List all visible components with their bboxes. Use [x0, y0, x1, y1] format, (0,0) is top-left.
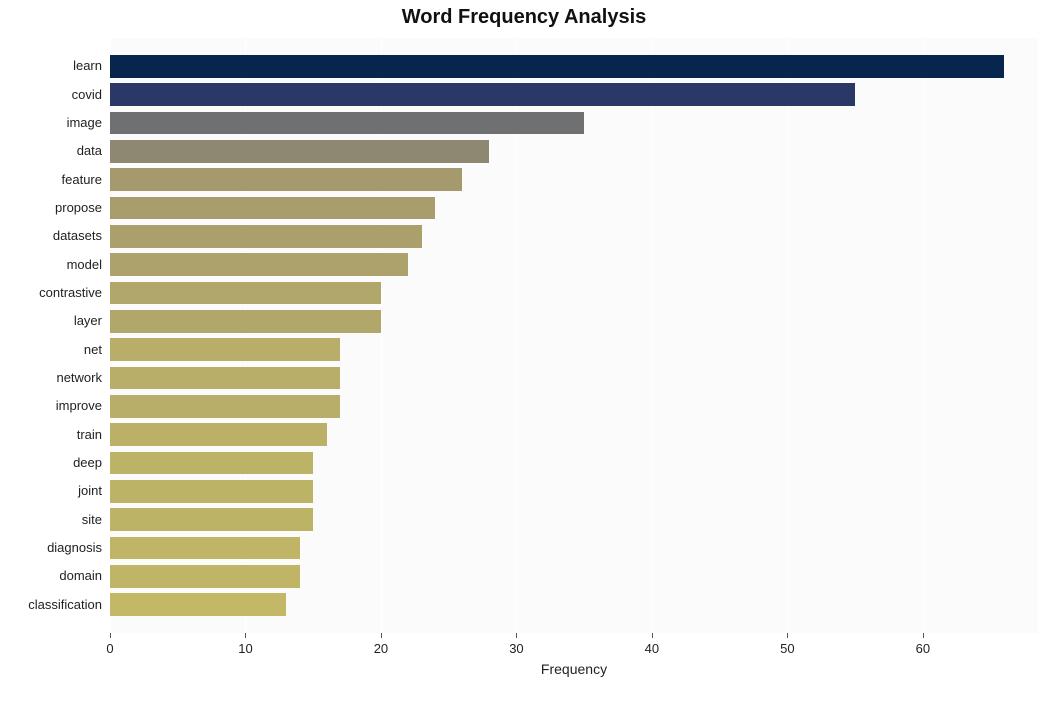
x-tick-mark — [110, 633, 111, 638]
x-tick-mark — [381, 633, 382, 638]
y-tick-label: site — [82, 512, 102, 527]
y-tick-label: datasets — [53, 228, 102, 243]
y-tick-label: domain — [59, 568, 102, 583]
y-tick-label: net — [84, 342, 102, 357]
grid-line — [923, 38, 924, 633]
y-tick-label: feature — [62, 172, 102, 187]
y-tick-label: improve — [56, 398, 102, 413]
bar — [110, 423, 327, 446]
y-tick-label: train — [77, 427, 102, 442]
y-tick-label: data — [77, 143, 102, 158]
x-tick-label: 10 — [238, 641, 252, 656]
y-tick-label: classification — [28, 597, 102, 612]
bar — [110, 565, 300, 588]
y-tick-label: image — [67, 115, 102, 130]
bar — [110, 197, 435, 220]
y-tick-label: network — [56, 370, 102, 385]
y-tick-label: covid — [72, 87, 102, 102]
plot-area — [110, 38, 1038, 633]
bar — [110, 140, 489, 163]
x-tick-mark — [787, 633, 788, 638]
x-axis-label: Frequency — [110, 661, 1038, 677]
bar — [110, 508, 313, 531]
bar — [110, 112, 584, 135]
grid-line — [652, 38, 653, 633]
x-tick-label: 0 — [106, 641, 113, 656]
x-tick-mark — [652, 633, 653, 638]
x-tick-label: 30 — [509, 641, 523, 656]
x-tick-mark — [245, 633, 246, 638]
bar — [110, 55, 1004, 78]
bar — [110, 282, 381, 305]
y-tick-label: propose — [55, 200, 102, 215]
bar — [110, 83, 855, 106]
bar — [110, 367, 340, 390]
bar — [110, 225, 422, 248]
bar — [110, 480, 313, 503]
bar — [110, 310, 381, 333]
grid-line — [787, 38, 788, 633]
y-tick-label: deep — [73, 455, 102, 470]
x-tick-mark — [516, 633, 517, 638]
y-tick-label: contrastive — [39, 285, 102, 300]
y-tick-label: joint — [78, 483, 102, 498]
chart-container: Word Frequency Analysis Frequency 0 10 20 3… — [0, 0, 1048, 701]
y-tick-label: model — [67, 257, 102, 272]
x-tick-mark — [923, 633, 924, 638]
bar — [110, 253, 408, 276]
bar — [110, 537, 300, 560]
chart-title: Word Frequency Analysis — [0, 6, 1048, 29]
x-tick-label: 60 — [916, 641, 930, 656]
bar — [110, 395, 340, 418]
y-tick-label: layer — [74, 313, 102, 328]
bar — [110, 593, 286, 616]
bar — [110, 338, 340, 361]
bar — [110, 452, 313, 475]
bar — [110, 168, 462, 191]
x-tick-label: 40 — [645, 641, 659, 656]
y-tick-label: diagnosis — [47, 540, 102, 555]
x-tick-label: 50 — [780, 641, 794, 656]
y-tick-label: learn — [73, 58, 102, 73]
x-tick-label: 20 — [374, 641, 388, 656]
